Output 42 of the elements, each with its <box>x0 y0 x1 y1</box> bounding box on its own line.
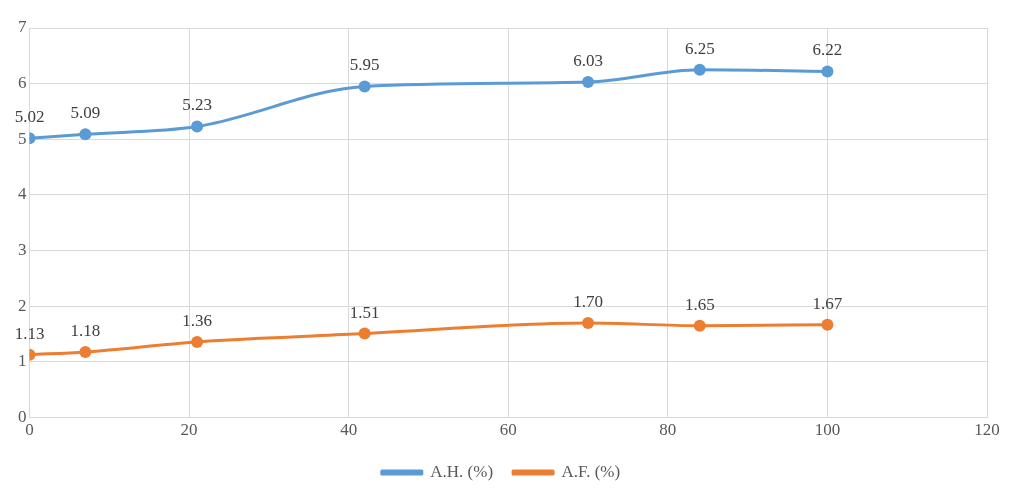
data-label: 1.36 <box>182 310 212 330</box>
legend-label: A.F. (%) <box>561 461 621 481</box>
data-label: 1.51 <box>349 302 380 322</box>
legend-label: A.H. (%) <box>430 461 494 481</box>
y-tick-label: 1 <box>18 351 27 371</box>
x-tick-label: 80 <box>659 420 677 440</box>
data-label: 1.13 <box>14 323 45 343</box>
x-tick-label: 100 <box>814 420 841 440</box>
y-tick-label: 4 <box>18 184 27 204</box>
point <box>191 120 204 133</box>
x-tick-label: 20 <box>180 420 198 440</box>
data-label: 6.25 <box>684 38 715 58</box>
data-label: 1.65 <box>684 294 715 314</box>
point <box>191 335 204 348</box>
data-label: 5.09 <box>70 103 101 123</box>
data-label: 1.18 <box>70 320 101 340</box>
point <box>358 327 371 340</box>
point <box>582 75 595 88</box>
point <box>821 318 834 331</box>
data-label: 1.67 <box>812 293 843 313</box>
y-tick-label: 6 <box>18 73 27 93</box>
point <box>358 80 371 93</box>
data-label: 5.95 <box>349 55 380 75</box>
data-label: 1.70 <box>573 291 603 311</box>
point <box>79 345 92 358</box>
point <box>693 63 706 76</box>
y-tick-label: 0 <box>18 407 27 427</box>
data-label: 6.22 <box>812 40 843 60</box>
point <box>582 316 595 329</box>
y-tick-label: 3 <box>18 240 27 260</box>
x-tick-label: 120 <box>974 420 1000 440</box>
point <box>79 128 92 141</box>
x-tick-label: 60 <box>499 420 517 440</box>
data-label: 6.03 <box>573 50 603 70</box>
data-label: 5.02 <box>14 107 45 127</box>
y-tick-label: 5 <box>18 128 27 148</box>
x-tick-label: 40 <box>340 420 358 440</box>
point <box>821 65 834 78</box>
point <box>693 319 706 332</box>
data-label: 5.23 <box>182 95 212 115</box>
y-tick-label: 2 <box>18 295 27 315</box>
y-tick-label: 7 <box>18 17 27 37</box>
